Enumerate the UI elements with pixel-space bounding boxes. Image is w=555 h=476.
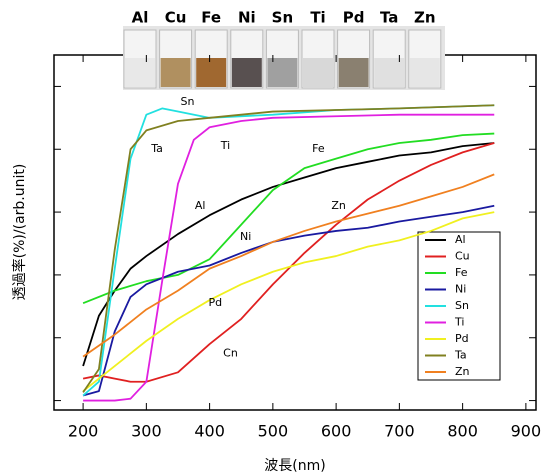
vial-label: Cu [165, 9, 187, 27]
annotation: Ta [150, 142, 163, 155]
x-tick-label: 900 [511, 422, 542, 441]
vial-label: Zn [414, 9, 436, 27]
vial-label: Ni [238, 9, 256, 27]
x-tick-label: 500 [258, 422, 289, 441]
legend-label: Pd [455, 332, 469, 345]
legend-label: Fe [455, 266, 468, 279]
vial-liquid [196, 58, 227, 87]
series-line [82, 132, 495, 305]
vial-label: Sn [272, 9, 293, 27]
x-tick-label: 300 [131, 422, 162, 441]
legend-label: Cu [455, 250, 470, 263]
annotation: Al [195, 199, 206, 212]
series-line [82, 211, 495, 392]
annotation: Sn [180, 95, 194, 108]
series-line [82, 142, 495, 367]
vial-liquid [303, 58, 333, 87]
vial-label: Fe [201, 9, 221, 27]
vial-photo [123, 26, 445, 90]
annotation: Ni [240, 230, 251, 243]
annotation: Pd [208, 296, 222, 309]
x-tick-label: 800 [447, 422, 478, 441]
annotation: Ti [220, 139, 230, 152]
y-axis-label: 透過率(%)/(arb.unit) [11, 164, 28, 301]
vial-liquid [338, 58, 369, 87]
annotation: Zn [331, 199, 346, 212]
vial-liquid [409, 58, 440, 87]
legend-label: Al [455, 233, 466, 246]
legend-label: Ni [455, 283, 466, 296]
vial-label: Ti [310, 9, 325, 27]
annotation: Cn [223, 346, 238, 359]
series-line [82, 142, 495, 383]
x-tick-label: 400 [194, 422, 225, 441]
vial-label: Ta [380, 9, 398, 27]
series-line [83, 113, 495, 402]
vial-liquid [267, 58, 298, 87]
x-tick-label: 200 [68, 422, 99, 441]
vial-liquid [125, 58, 155, 87]
x-tick-label: 700 [384, 422, 415, 441]
vial-label: Al [132, 9, 149, 27]
vial-liquid [160, 58, 191, 87]
series-line [82, 104, 495, 393]
legend-label: Ti [454, 316, 464, 329]
vial-liquid [374, 58, 405, 87]
x-axis-label: 波長(nm) [264, 458, 325, 474]
annotation: Fe [312, 142, 325, 155]
legend-label: Ta [454, 349, 467, 362]
vial-liquid [231, 58, 262, 87]
series-line [82, 204, 495, 397]
x-tick-label: 600 [321, 422, 352, 441]
legend-label: Zn [455, 365, 470, 378]
series-line [82, 173, 495, 358]
vial-label: Pd [343, 9, 365, 27]
legend-label: Sn [455, 299, 469, 312]
